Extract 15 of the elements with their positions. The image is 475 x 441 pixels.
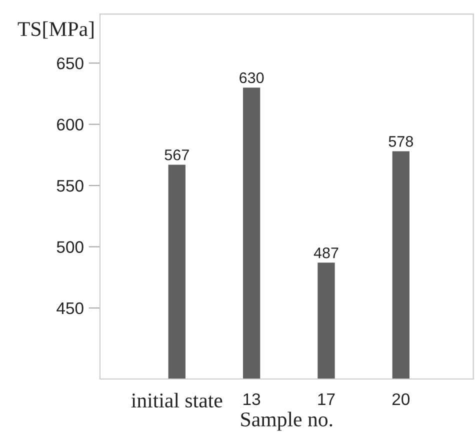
y-tick-label: 550 (56, 180, 84, 192)
x-axis-title: Sample no. (241, 412, 332, 431)
data-label: 630 (240, 72, 264, 84)
data-label: 567 (164, 149, 189, 160)
y-axis-title: TS[MPa] (18, 21, 94, 39)
y-tick-label: 650 (57, 57, 84, 70)
y-tick-label: 500 (56, 241, 84, 253)
data-label: 487 (314, 247, 338, 258)
data-label: 578 (388, 136, 413, 147)
y-tick-label: 450 (56, 302, 84, 314)
x-tick-label: 13 (244, 393, 260, 406)
y-tick-label: 600 (57, 118, 84, 131)
x-tick-label: initial state (131, 392, 222, 408)
x-tick-label: 17 (318, 393, 335, 405)
x-tick-label: 20 (392, 393, 410, 406)
